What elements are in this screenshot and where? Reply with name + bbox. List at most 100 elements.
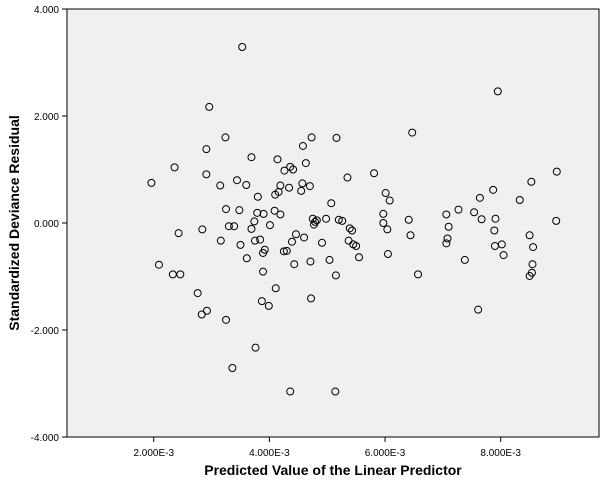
x-tick-label: 8.000E-3 [480, 448, 521, 459]
data-point [489, 185, 498, 194]
data-point [331, 387, 340, 396]
data-point [202, 170, 211, 179]
data-point [259, 267, 268, 276]
data-point [235, 206, 244, 215]
x-axis: 2.000E-3 4.000E-3 6.000E-3 8.000E-3 [133, 437, 521, 459]
y-tick-label: 4.000 [34, 5, 59, 16]
data-point [197, 310, 206, 319]
data-point [343, 173, 352, 182]
data-point [345, 224, 354, 233]
y-tick-label: 2.000 [34, 112, 59, 123]
data-point [444, 222, 453, 231]
y-tick-label: 0.000 [34, 219, 59, 230]
data-point [253, 192, 262, 201]
data-point [352, 242, 361, 251]
data-point [338, 216, 347, 225]
data-point [280, 166, 289, 175]
data-point [285, 183, 294, 192]
data-point [242, 254, 251, 263]
data-point [198, 225, 207, 234]
data-point [222, 205, 231, 214]
data-point [306, 257, 315, 266]
data-point [301, 159, 310, 168]
data-point [470, 208, 479, 217]
data-point [307, 294, 316, 303]
data-point [168, 270, 177, 279]
data-point [257, 297, 266, 306]
x-axis-title: Predicted Value of the Linear Predictor [204, 462, 462, 478]
data-point [291, 230, 300, 239]
data-point [221, 133, 230, 142]
data-point [370, 169, 379, 178]
data-point [247, 153, 256, 162]
data-point [379, 219, 388, 227]
data-point [222, 315, 231, 324]
data-point [381, 189, 390, 198]
data-point [515, 195, 524, 204]
data-point [253, 208, 262, 217]
data-point [238, 42, 247, 51]
data-point [247, 224, 256, 233]
data-point [307, 133, 316, 142]
data-point [290, 260, 299, 269]
data-point [147, 178, 156, 187]
data-point [273, 155, 282, 164]
data-point [383, 250, 392, 259]
data-point [276, 210, 285, 219]
data-point [331, 271, 340, 280]
data-point [176, 270, 185, 279]
data-point [552, 216, 561, 225]
data-point [414, 270, 423, 279]
data-point [251, 343, 260, 352]
data-point [250, 236, 259, 245]
data-point [224, 222, 233, 231]
data-point [348, 226, 357, 235]
data-point [256, 235, 265, 244]
data-point [202, 145, 211, 154]
data-point [355, 253, 364, 262]
data-point [442, 210, 451, 219]
data-point [312, 216, 321, 225]
data-point [527, 268, 536, 277]
data-point [202, 306, 211, 315]
data-point [383, 225, 392, 234]
data-point [305, 182, 314, 191]
data-point [216, 181, 225, 190]
data-point [154, 260, 163, 269]
data-point [525, 231, 534, 240]
data-point [491, 214, 500, 223]
data-point [529, 243, 538, 252]
data-point [279, 247, 288, 256]
data-point [499, 251, 508, 260]
y-axis: -4.000 -2.000 0.000 2.000 4.000 [31, 5, 67, 444]
data-point [286, 387, 295, 396]
data-point [460, 255, 469, 264]
data-point [298, 141, 307, 150]
data-point [325, 255, 334, 264]
data-point [170, 163, 179, 172]
data-point [242, 181, 251, 190]
data-point [443, 234, 452, 243]
data-point [276, 181, 285, 190]
data-point [385, 196, 394, 205]
data-point [259, 209, 268, 218]
data-point [260, 245, 269, 254]
data-point [250, 217, 259, 226]
data-point [297, 186, 306, 195]
data-point [527, 177, 536, 186]
data-point [327, 199, 336, 208]
data-point [270, 206, 279, 215]
data-point [298, 179, 307, 188]
data-point [193, 289, 202, 298]
y-axis-title: Standardized Deviance Residual [6, 115, 22, 331]
data-point [265, 221, 274, 230]
plot-area [66, 8, 600, 438]
data-point [404, 215, 413, 224]
data-point [379, 209, 388, 218]
data-point [552, 167, 561, 176]
data-point [205, 102, 214, 111]
data-point [474, 305, 483, 314]
data-point [216, 236, 225, 245]
data-point [475, 193, 484, 202]
data-point [264, 301, 273, 310]
